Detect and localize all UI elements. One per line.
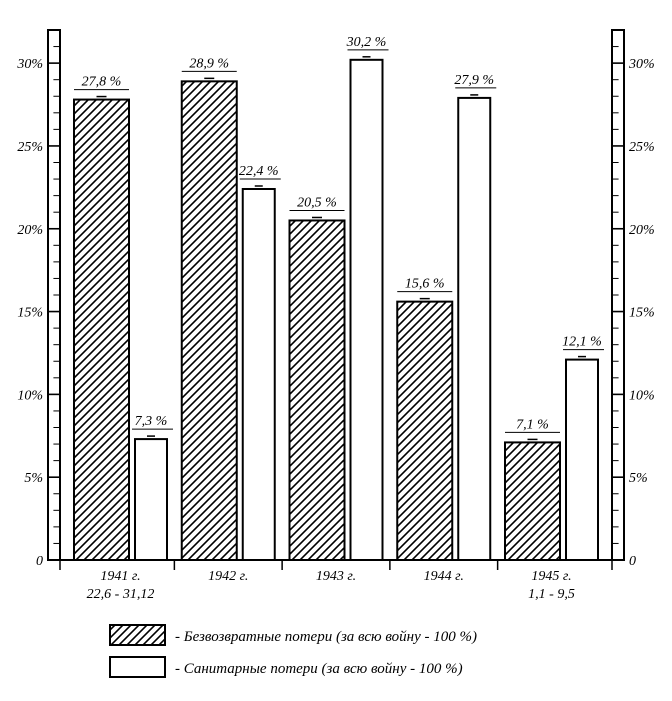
bar-label-b: 12,1 %: [562, 335, 602, 350]
y-axis-left-label: 0: [36, 554, 43, 569]
bar-sanitary: [243, 189, 275, 560]
y-axis-left-label: 5%: [24, 471, 43, 486]
y-axis-right-label: 10%: [629, 388, 655, 403]
bar-irrecoverable: [397, 302, 452, 560]
bar-label-b: 22,4 %: [239, 164, 279, 179]
legend-sanitary-label: - Санитарные потери (за всю войну - 100 …: [175, 661, 463, 677]
legend-irrecoverable-swatch: [110, 625, 165, 645]
legend-sanitary-swatch: [110, 657, 165, 677]
bar-label-a: 7,1 %: [516, 417, 549, 432]
bar-label-b: 27,9 %: [454, 73, 494, 88]
x-category-line1: 1942 г.: [208, 569, 248, 584]
bar-irrecoverable: [290, 220, 345, 560]
bar-label-b: 30,2 %: [346, 35, 387, 50]
bar-label-b: 7,3 %: [135, 414, 168, 429]
x-category-line1: 1944 г.: [424, 569, 464, 584]
legend-irrecoverable-label: - Безвозвратные потери (за всю войну - 1…: [175, 629, 477, 645]
bar-irrecoverable: [505, 442, 560, 560]
bar-irrecoverable: [74, 100, 129, 560]
bar-label-a: 28,9 %: [189, 56, 229, 71]
x-category-line1: 1941 г.: [100, 569, 140, 584]
y-axis-right-label: 0: [629, 554, 636, 569]
x-category-line2: 22,6 - 31,12: [87, 587, 155, 602]
bar-irrecoverable: [182, 81, 237, 560]
y-axis-right-label: 30%: [628, 57, 655, 72]
y-axis-right-label: 15%: [629, 306, 655, 321]
y-axis-left-label: 20%: [17, 223, 43, 238]
bar-label-a: 20,5 %: [297, 195, 337, 210]
y-axis-left-label: 10%: [17, 388, 43, 403]
bar-label-a: 15,6 %: [405, 277, 445, 292]
y-axis-left-label: 25%: [17, 140, 43, 155]
x-category-line1: 1945 г.: [531, 569, 571, 584]
y-axis-right-label: 5%: [629, 471, 648, 486]
bar-sanitary: [566, 360, 598, 560]
bar-label-a: 27,8 %: [82, 75, 122, 90]
y-axis-left-label: 15%: [17, 306, 43, 321]
bar-sanitary: [135, 439, 167, 560]
y-axis-left-label: 30%: [16, 57, 43, 72]
bar-sanitary: [351, 60, 383, 560]
x-category-line2: 1,1 - 9,5: [528, 587, 575, 602]
y-axis-right-label: 20%: [629, 223, 655, 238]
y-axis-right-label: 25%: [629, 140, 655, 155]
x-category-line1: 1943 г.: [316, 569, 356, 584]
bar-sanitary: [458, 98, 490, 560]
